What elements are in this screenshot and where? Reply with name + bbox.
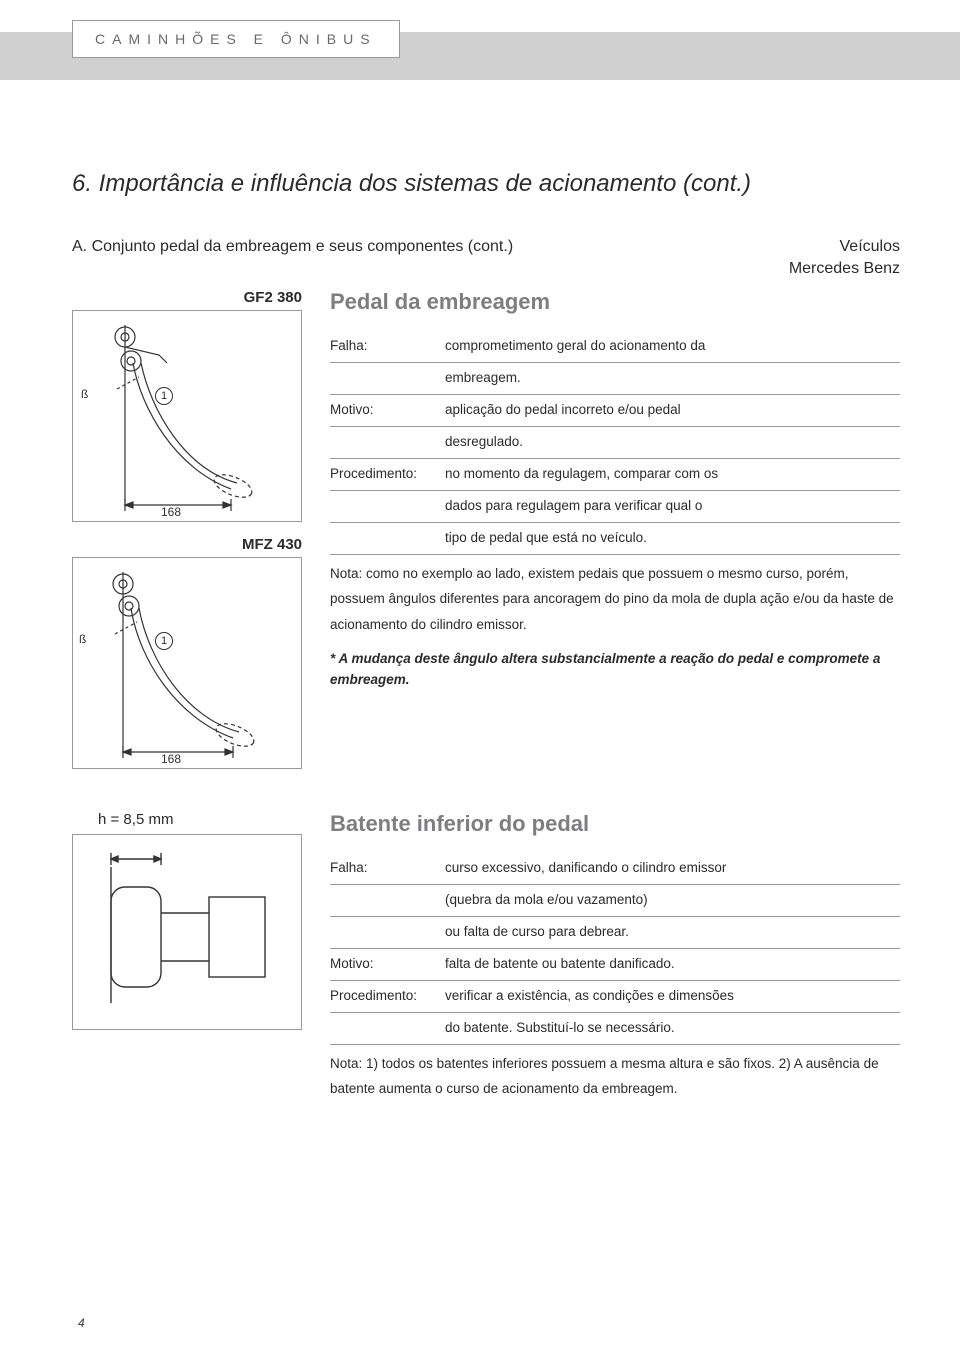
subtitle-row: A. Conjunto pedal da embreagem e seus co…	[72, 236, 900, 279]
def-row: Procedimento: verificar a existência, as…	[330, 981, 900, 1013]
def-row: tipo de pedal que está no veículo.	[330, 523, 900, 555]
def-row: embreagem.	[330, 363, 900, 395]
subtitle-left: A. Conjunto pedal da embreagem e seus co…	[72, 238, 513, 256]
figure-column-1: GF2 380	[72, 289, 302, 769]
def-val: (quebra da mola e/ou vazamento)	[445, 889, 900, 912]
note-label: Nota:	[330, 566, 362, 581]
def-label: Motivo:	[330, 953, 445, 976]
page-content: 6. Importância e influência dos sistemas…	[72, 170, 900, 1102]
def-val: tipo de pedal que está no veículo.	[445, 527, 900, 550]
def-row: Falha: curso excessivo, danificando o ci…	[330, 853, 900, 885]
def-row: Procedimento: no momento da regulagem, c…	[330, 459, 900, 491]
def-label: Falha:	[330, 335, 445, 358]
def-row: Falha: comprometimento geral do acioname…	[330, 331, 900, 363]
def-label	[330, 431, 445, 454]
def-val: desregulado.	[445, 431, 900, 454]
def-label	[330, 889, 445, 912]
figure1-dim: 168	[161, 505, 181, 519]
subtitle-right-line1: Veículos	[840, 238, 900, 255]
def-val: falta de batente ou batente danificado.	[445, 953, 900, 976]
def-val: no momento da regulagem, comparar com os	[445, 463, 900, 486]
def-label: Procedimento:	[330, 985, 445, 1008]
stopper-diagram	[81, 843, 291, 1021]
section-title: 6. Importância e influência dos sistemas…	[72, 170, 900, 198]
def-val: ou falta de curso para debrear.	[445, 921, 900, 944]
block2-title: Batente inferior do pedal	[330, 811, 900, 837]
block2-info: Batente inferior do pedal Falha: curso e…	[330, 811, 900, 1102]
block2-defs: Falha: curso excessivo, danificando o ci…	[330, 853, 900, 1045]
block1-title: Pedal da embreagem	[330, 289, 900, 315]
figure2-beta: ß	[79, 632, 86, 646]
pedal-diagram-2	[81, 566, 291, 762]
def-label: Procedimento:	[330, 463, 445, 486]
subtitle-right-line2: Mercedes Benz	[789, 260, 900, 277]
note-body: como no exemplo ao lado, existem pedais …	[330, 566, 894, 632]
def-val: aplicação do pedal incorreto e/ou pedal	[445, 399, 900, 422]
figure-column-2: h = 8,5 mm	[72, 811, 302, 1102]
def-val: verificar a existência, as condições e d…	[445, 985, 900, 1008]
def-label	[330, 1017, 445, 1040]
pedal-diagram-1	[81, 319, 291, 515]
def-row: desregulado.	[330, 427, 900, 459]
def-val: embreagem.	[445, 367, 900, 390]
def-row: (quebra da mola e/ou vazamento)	[330, 885, 900, 917]
def-label	[330, 367, 445, 390]
def-val: dados para regulagem para verificar qual…	[445, 495, 900, 518]
figure1-model: GF2 380	[72, 289, 302, 306]
def-row: do batente. Substituí-lo se necessário.	[330, 1013, 900, 1045]
def-val: curso excessivo, danificando o cilindro …	[445, 857, 900, 880]
block1-info: Pedal da embreagem Falha: comprometiment…	[330, 289, 900, 769]
block1-footnote: * A mudança deste ângulo altera substanc…	[330, 648, 900, 691]
note-label: Nota:	[330, 1056, 362, 1071]
def-row: Motivo: aplicação do pedal incorreto e/o…	[330, 395, 900, 427]
figure1-beta: ß	[81, 387, 88, 401]
def-val: do batente. Substituí-lo se necessário.	[445, 1017, 900, 1040]
def-row: dados para regulagem para verificar qual…	[330, 491, 900, 523]
figure3-box	[72, 834, 302, 1030]
def-label	[330, 495, 445, 518]
def-row: ou falta de curso para debrear.	[330, 917, 900, 949]
figure1-box: ß 1 168	[72, 310, 302, 522]
def-val: comprometimento geral do acionamento da	[445, 335, 900, 358]
block1-row: GF2 380	[72, 289, 900, 769]
figure3-label: h = 8,5 mm	[98, 811, 302, 828]
header-category: CAMINHÕES E ÔNIBUS	[95, 31, 377, 47]
figure2-box: ß 1 168	[72, 557, 302, 769]
block2-note: Nota: 1) todos os batentes inferiores po…	[330, 1051, 900, 1102]
def-label: Motivo:	[330, 399, 445, 422]
figure2-model: MFZ 430	[72, 536, 302, 553]
def-label: Falha:	[330, 857, 445, 880]
block1-defs: Falha: comprometimento geral do acioname…	[330, 331, 900, 555]
page-number: 4	[78, 1316, 85, 1330]
subtitle-right: Veículos Mercedes Benz	[789, 236, 900, 279]
def-label	[330, 527, 445, 550]
figure2-dim: 168	[161, 752, 181, 766]
block2-row: h = 8,5 mm Batente inferi	[72, 811, 900, 1102]
def-label	[330, 921, 445, 944]
block1-note: Nota: como no exemplo ao lado, existem p…	[330, 561, 900, 638]
header-category-box: CAMINHÕES E ÔNIBUS	[72, 20, 400, 58]
note-body: 1) todos os batentes inferiores possuem …	[330, 1056, 879, 1097]
def-row: Motivo: falta de batente ou batente dani…	[330, 949, 900, 981]
